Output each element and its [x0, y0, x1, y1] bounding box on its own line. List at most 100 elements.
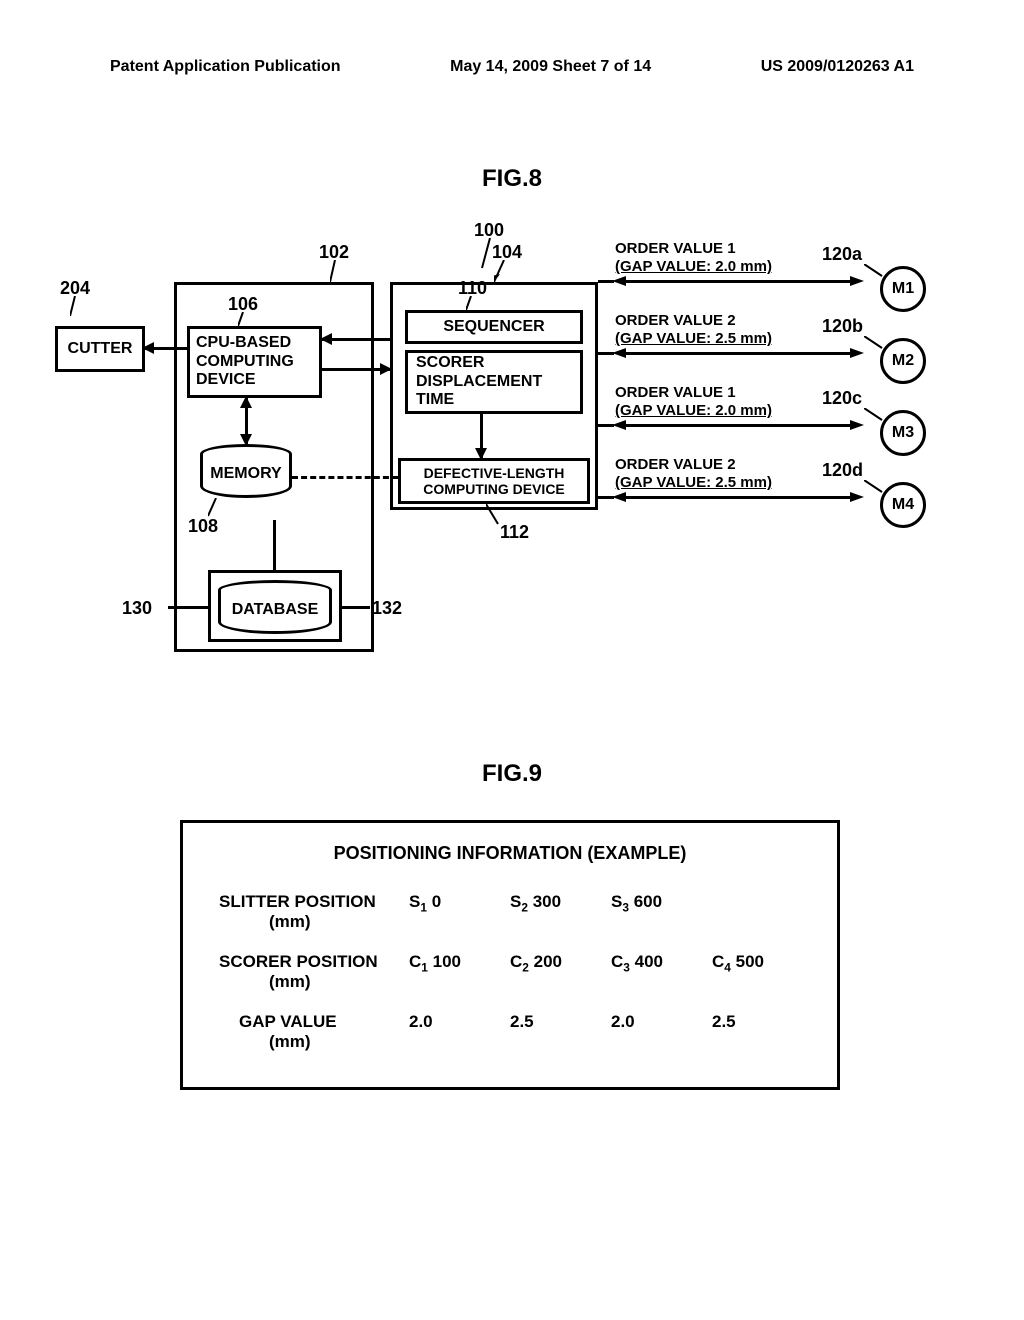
box-scorer-time: SCORER DISPLACEMENT TIME: [405, 350, 583, 414]
order2: ORDER VALUE 2 (GAP VALUE: 2.5 mm): [615, 312, 772, 348]
fig8-title: FIG.8: [0, 165, 1024, 193]
order4: ORDER VALUE 2 (GAP VALUE: 2.5 mm): [615, 456, 772, 492]
conn-m3: [624, 424, 852, 427]
order4-l2: (GAP VALUE: 2.5 mm): [615, 474, 772, 492]
s3p: S: [611, 892, 622, 911]
s3s: 3: [622, 900, 629, 914]
lead-line-132: [342, 606, 370, 609]
c2v: 200: [529, 952, 562, 971]
def-l2: COMPUTING DEVICE: [423, 481, 565, 497]
motor-m3: M3: [880, 410, 926, 456]
positioning-table: SLITTER POSITION (mm) S1 0 S2 300 S3 600…: [213, 882, 807, 1062]
arr-cpu-104-a: [320, 333, 332, 345]
c4v: 500: [731, 952, 764, 971]
box-cpu: CPU-BASED COMPUTING DEVICE: [187, 326, 322, 398]
m2-label: M2: [892, 352, 914, 370]
lead-m3: [864, 408, 886, 424]
cell-g2: 2.5: [504, 1002, 605, 1062]
lead-line-204: [70, 296, 84, 320]
c3v: 400: [630, 952, 663, 971]
arr-cpu-104-b: [380, 363, 392, 375]
row-slitter: SLITTER POSITION (mm) S1 0 S2 300 S3 600: [213, 882, 807, 942]
ref-132: 132: [372, 598, 402, 619]
s1s: 1: [420, 900, 427, 914]
scorer-unit: (mm): [219, 972, 311, 991]
memory-label: MEMORY: [210, 465, 281, 483]
c1v: 100: [428, 952, 461, 971]
def-l1: DEFECTIVE-LENGTH: [424, 465, 565, 481]
conn-m2: [624, 352, 852, 355]
row-scorer: SCORER POSITION (mm) C1 100 C2 200 C3 40…: [213, 942, 807, 1002]
tri4r: [850, 492, 864, 502]
conn-102-db: [273, 520, 276, 570]
cell-g3: 2.0: [605, 1002, 706, 1062]
outer-box-db: [208, 570, 342, 642]
order4-l1: ORDER VALUE 2: [615, 456, 772, 474]
cell-s2: S2 300: [504, 882, 605, 942]
ref-120d: 120d: [822, 460, 863, 481]
motor-m4: M4: [880, 482, 926, 528]
cell-c2: C2 200: [504, 942, 605, 1002]
box-sequencer: SEQUENCER: [405, 310, 583, 344]
order3-l1: ORDER VALUE 1: [615, 384, 772, 402]
c1s: 1: [421, 960, 428, 974]
fig9-title: FIG.9: [0, 760, 1024, 788]
header-right: US 2009/0120263 A1: [761, 58, 914, 76]
slitter-unit: (mm): [219, 912, 311, 931]
conn-m1: [624, 280, 852, 283]
conn-mem-def: [292, 476, 398, 479]
order1: ORDER VALUE 1 (GAP VALUE: 2.0 mm): [615, 240, 772, 276]
m4-label: M4: [892, 496, 914, 514]
c4s: 4: [724, 960, 731, 974]
box-cutter: CUTTER: [55, 326, 145, 372]
order3: ORDER VALUE 1 (GAP VALUE: 2.0 mm): [615, 384, 772, 420]
s3v: 600: [629, 892, 662, 911]
conn-m4: [624, 496, 852, 499]
m1-label: M1: [892, 280, 914, 298]
box-memory: MEMORY: [200, 454, 292, 498]
c3s: 3: [623, 960, 630, 974]
stub4: [598, 496, 614, 499]
ref-130: 130: [122, 598, 152, 619]
motor-m2: M2: [880, 338, 926, 384]
slitter-label: SLITTER POSITION: [219, 892, 376, 911]
fig8-diagram: 100 102 104 110 204 106 CUTTER CPU-BASED…: [60, 220, 950, 660]
gap-label-cell: GAP VALUE (mm): [213, 1002, 403, 1062]
header-center: May 14, 2009 Sheet 7 of 14: [450, 58, 651, 76]
c2s: 2: [522, 960, 529, 974]
seq-label: SEQUENCER: [443, 318, 544, 336]
cell-c1: C1 100: [403, 942, 504, 1002]
page-header: Patent Application Publication May 14, 2…: [0, 58, 1024, 76]
lead-m2: [864, 336, 886, 352]
scorer-l2: DISPLACEMENT: [416, 373, 542, 391]
order3-l2: (GAP VALUE: 2.0 mm): [615, 402, 772, 420]
cell-g4: 2.5: [706, 1002, 807, 1062]
s2s: 2: [521, 900, 528, 914]
ref-112: 112: [500, 522, 529, 543]
c4p: C: [712, 952, 724, 971]
scorer-label-cell: SCORER POSITION (mm): [213, 942, 403, 1002]
fig9-table: POSITIONING INFORMATION (EXAMPLE) SLITTE…: [180, 820, 840, 1090]
tri3r: [850, 420, 864, 430]
cell-s4: [706, 882, 807, 942]
scorer-l3: TIME: [416, 391, 454, 409]
gap-unit: (mm): [219, 1032, 311, 1051]
lead-m1: [864, 264, 886, 280]
tri1r: [850, 276, 864, 286]
s2v: 300: [528, 892, 561, 911]
cell-g1: 2.0: [403, 1002, 504, 1062]
box-defective-length: DEFECTIVE-LENGTH COMPUTING DEVICE: [398, 458, 590, 504]
cpu-l2: COMPUTING: [196, 353, 294, 371]
lead-line-130: [168, 606, 208, 609]
order1-l2: (GAP VALUE: 2.0 mm): [615, 258, 772, 276]
stub2: [598, 352, 614, 355]
arr-seq-def: [475, 448, 487, 460]
arr-cpu-mem-u: [240, 396, 252, 408]
c2p: C: [510, 952, 522, 971]
ref-108: 108: [188, 516, 218, 537]
arr-cpu-mem-d: [240, 434, 252, 446]
fig9-caption: POSITIONING INFORMATION (EXAMPLE): [213, 843, 807, 864]
cell-c3: C3 400: [605, 942, 706, 1002]
gap-label: GAP VALUE: [219, 1012, 337, 1031]
conn-cpu-104-a: [322, 338, 392, 341]
